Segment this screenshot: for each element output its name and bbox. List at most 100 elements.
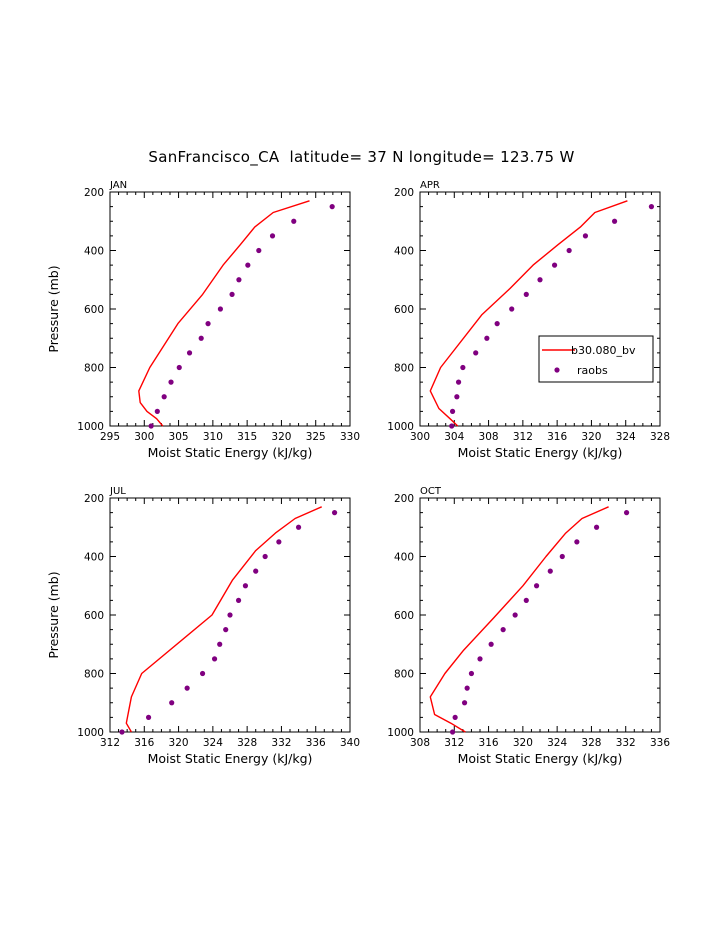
raob-point <box>256 247 262 254</box>
plot-frame <box>419 191 661 427</box>
x-tick-label: 300 <box>410 431 430 443</box>
raob-point <box>262 553 268 560</box>
raob-point <box>494 321 500 327</box>
raob-point <box>623 510 630 516</box>
raob-point <box>276 539 282 545</box>
raob-point <box>449 423 455 429</box>
panel-apr: APR 300 304 308 312 316 320 324 328 200 400 600 800 1… <box>387 180 670 460</box>
y-tick-label: 600 <box>84 304 104 316</box>
y-tick-label: 200 <box>394 493 414 505</box>
raob-point <box>217 641 223 647</box>
raob-point <box>199 670 206 677</box>
y-tick-label: 400 <box>84 246 104 258</box>
raob-point <box>245 262 251 268</box>
raob-point <box>449 408 456 414</box>
y-tick-label: 600 <box>394 610 414 622</box>
raob-point <box>229 291 235 297</box>
x-tick-label: 312 <box>444 737 464 749</box>
raob-point <box>574 539 580 545</box>
x-tick-label: 328 <box>650 431 670 443</box>
plot-frame <box>109 191 351 427</box>
x-tick-label: 336 <box>306 737 326 749</box>
raob-point <box>176 364 182 371</box>
x-tick-label: 328 <box>237 737 257 749</box>
raob-point <box>198 335 204 341</box>
raob-point <box>523 291 529 297</box>
x-axis-label: Moist Static Energy (kJ/kg) <box>458 751 623 766</box>
y-tick-label: 1000 <box>387 421 414 433</box>
panel-oct: OCT 308 312 316 320 324 328 332 336 200 400 600 800 1… <box>387 486 670 766</box>
y-tick-label: 1000 <box>77 421 104 433</box>
raob-point <box>331 510 338 516</box>
x-tick-label: 328 <box>581 737 601 749</box>
raob-point <box>217 306 223 312</box>
raob-point <box>484 335 490 341</box>
panel-jan: JAN 295 300 305 310 315 320 325 330 200 400 600 800 1… <box>46 180 360 460</box>
raob-point <box>227 612 233 618</box>
raob-point <box>509 306 515 312</box>
raob-point <box>488 641 494 647</box>
raob-point <box>205 321 211 327</box>
x-tick-label: 320 <box>581 431 601 443</box>
x-tick-label: 332 <box>616 737 636 749</box>
x-tick-label: 324 <box>616 431 636 443</box>
raob-point <box>559 553 565 560</box>
raob-point <box>329 204 335 210</box>
x-tick-label: 316 <box>547 431 567 443</box>
panel-label: OCT <box>420 486 442 497</box>
raob-point <box>454 394 460 400</box>
y-tick-label: 1000 <box>387 727 414 739</box>
x-tick-label: 312 <box>513 431 533 443</box>
x-axis-label: Moist Static Energy (kJ/kg) <box>148 445 313 460</box>
y-tick-label: 1000 <box>77 727 104 739</box>
x-tick-label: 325 <box>306 431 326 443</box>
x-tick-label: 308 <box>479 431 499 443</box>
raob-point <box>449 729 456 735</box>
raob-point <box>211 656 218 662</box>
panel-jul: JUL 312 316 320 324 328 332 336 340 200 400 600 800 1… <box>46 486 360 766</box>
raob-point <box>500 627 506 633</box>
raob-point <box>468 670 475 677</box>
raob-point <box>452 714 458 720</box>
raob-point <box>119 729 125 735</box>
raob-point <box>582 233 589 239</box>
legend-box <box>538 335 654 383</box>
x-tick-label: 324 <box>203 737 223 749</box>
raob-point <box>533 583 540 589</box>
raob-point <box>223 627 229 633</box>
x-tick-label: 308 <box>410 737 430 749</box>
raob-point <box>291 218 297 224</box>
raob-point <box>295 524 302 530</box>
raob-point <box>547 568 553 574</box>
raob-point <box>168 379 174 385</box>
x-tick-label: 310 <box>203 431 223 443</box>
raob-point <box>477 656 483 662</box>
raob-point <box>154 408 160 414</box>
raob-point <box>236 277 242 283</box>
y-tick-label: 400 <box>394 552 414 564</box>
panel-label: JUL <box>109 486 126 497</box>
y-tick-label: 400 <box>394 246 414 258</box>
x-tick-label: 330 <box>340 431 360 443</box>
legend-label-model: b30.080_bv <box>571 344 636 357</box>
raob-point <box>464 685 470 691</box>
y-tick-label: 200 <box>84 187 104 199</box>
raob-point <box>148 423 154 429</box>
raob-point <box>161 394 167 400</box>
raob-point <box>145 714 152 720</box>
x-tick-label: 315 <box>237 431 257 443</box>
x-tick-label: 320 <box>513 737 533 749</box>
raob-point <box>242 583 249 589</box>
raob-point <box>566 247 572 254</box>
raob-point <box>460 364 466 371</box>
x-tick-label: 320 <box>169 737 189 749</box>
x-tick-label: 336 <box>650 737 670 749</box>
y-axis-label: Pressure (mb) <box>46 265 61 352</box>
x-tick-label: 324 <box>547 737 567 749</box>
legend-label-obs: raobs <box>577 364 608 377</box>
y-axis-label: Pressure (mb) <box>46 571 61 658</box>
panel-label: APR <box>420 180 440 191</box>
x-tick-label: 312 <box>100 737 120 749</box>
x-tick-label: 300 <box>134 431 154 443</box>
